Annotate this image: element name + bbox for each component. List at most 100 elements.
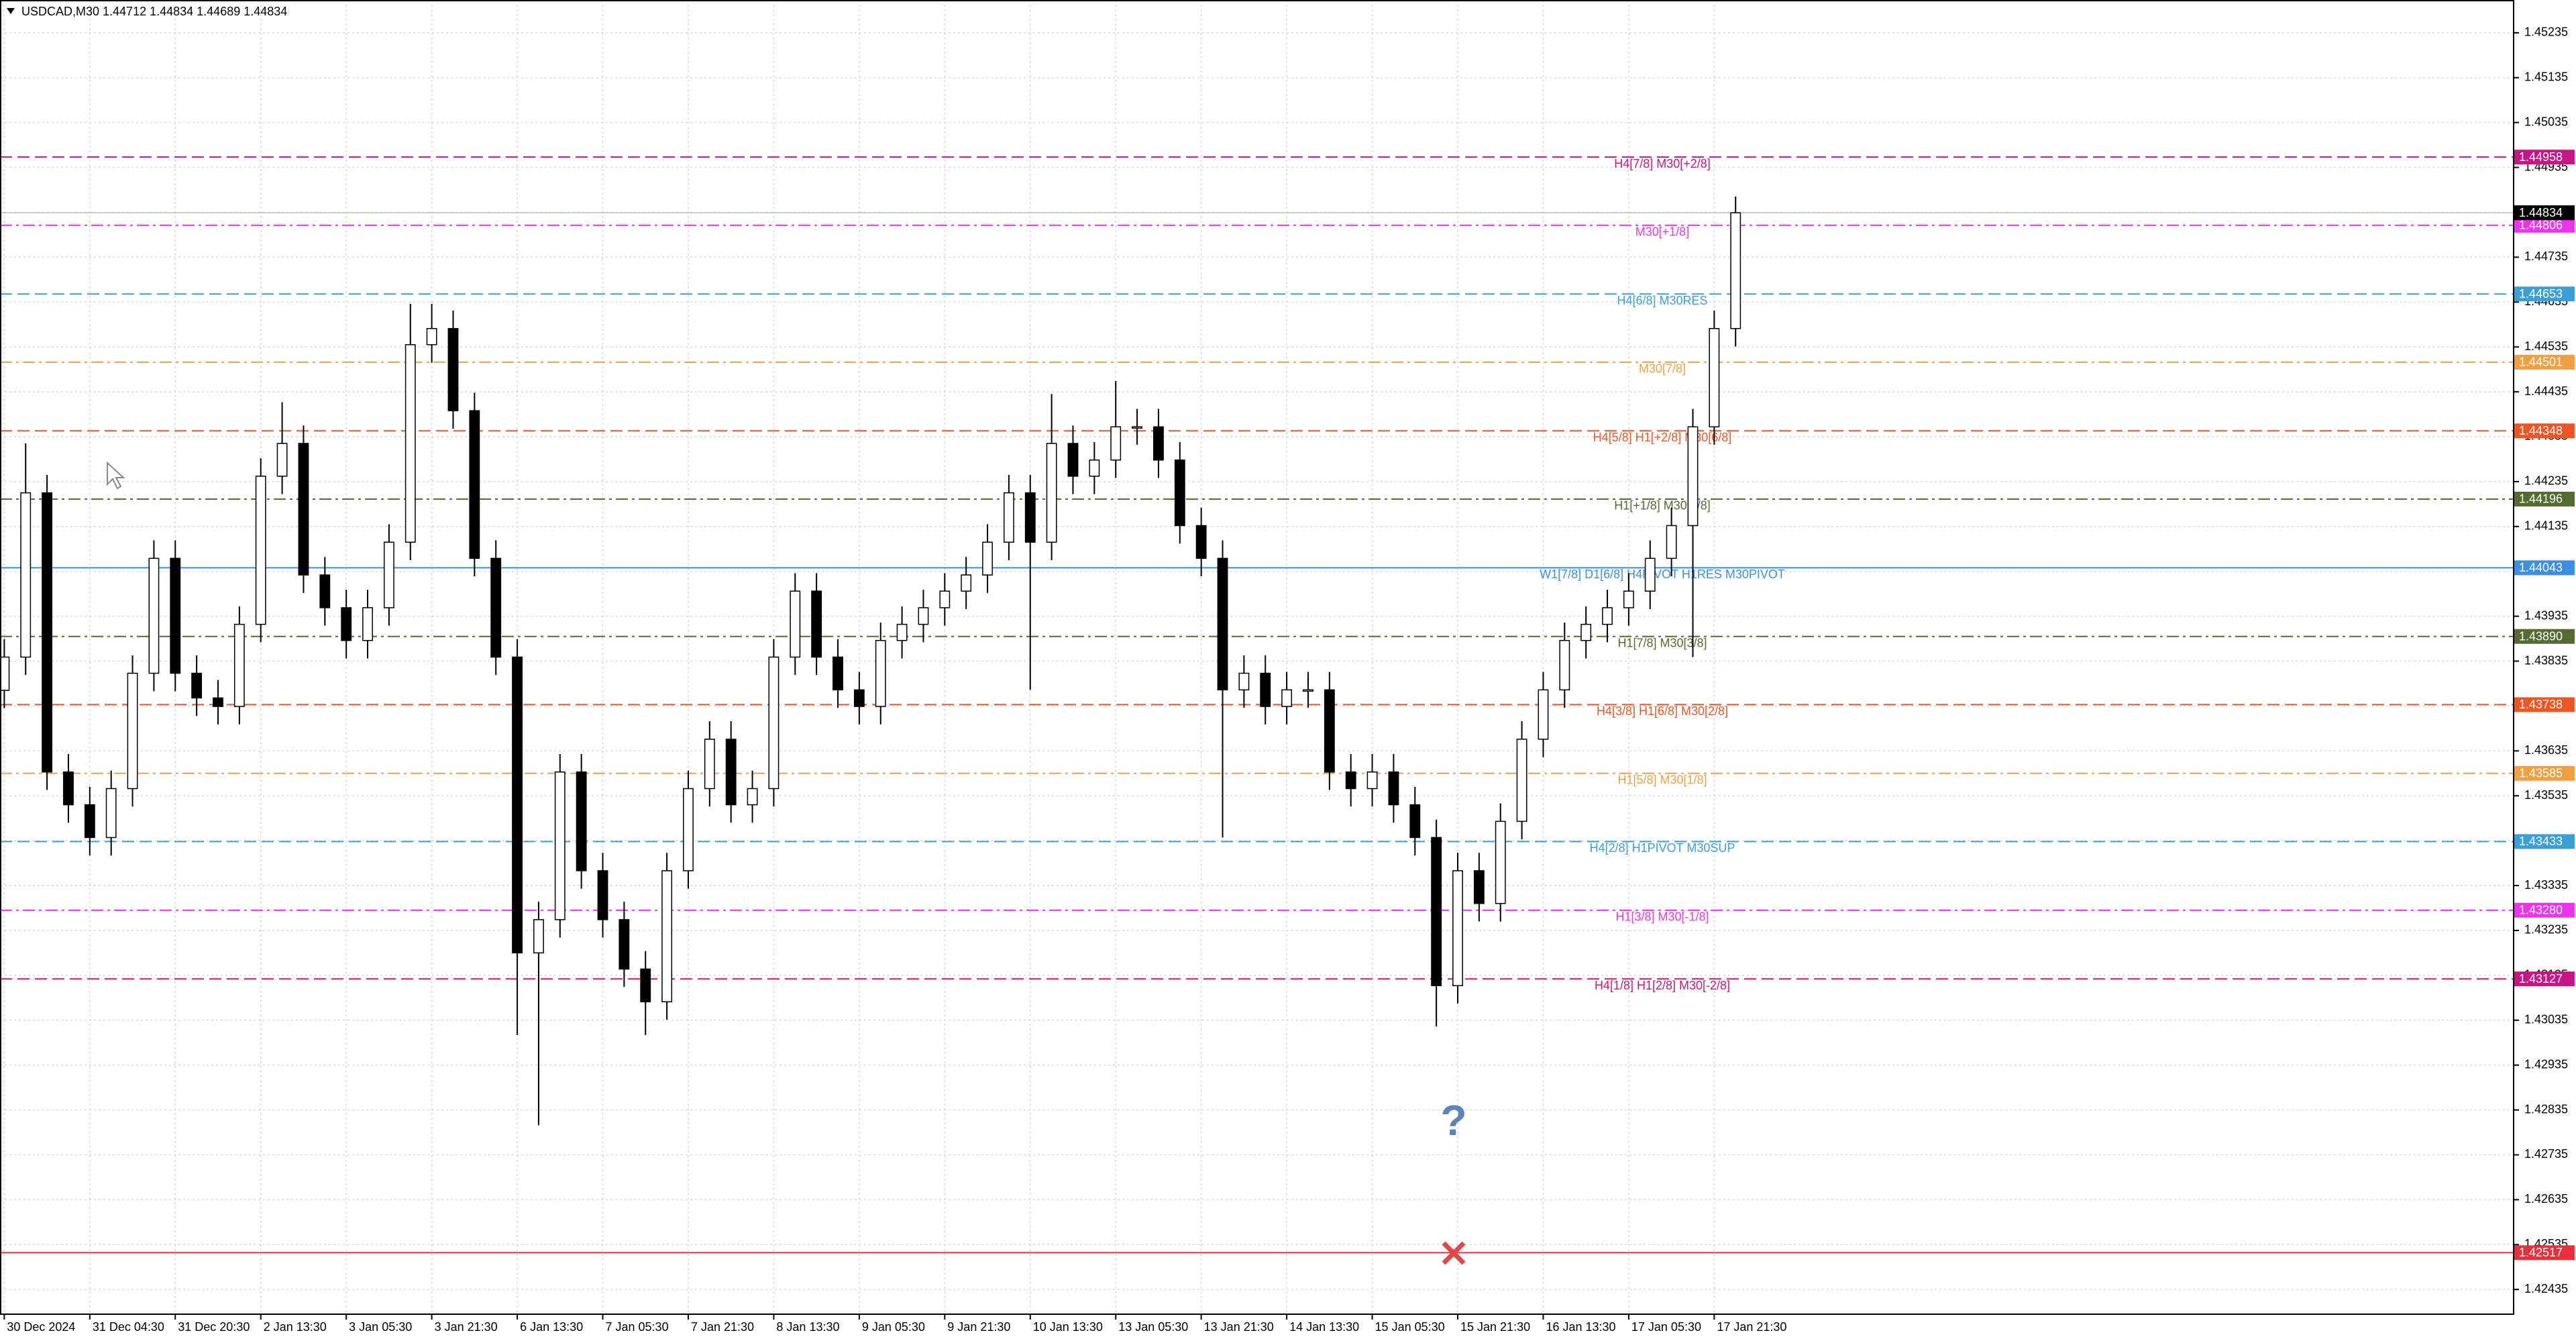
price-tag	[2514, 150, 2575, 165]
candle-body	[42, 492, 53, 773]
candle-body	[298, 443, 309, 576]
candle-body	[619, 919, 630, 970]
candle-body	[768, 656, 780, 790]
level-label: H4[5/8] H1[+2/8] M30[6/8]	[1593, 431, 1732, 444]
candle-body	[1602, 607, 1613, 625]
candle-body	[1538, 689, 1549, 740]
y-tick-label: 1.45035	[2524, 115, 2568, 128]
x-tick-label: 31 Dec 04:30	[93, 1320, 164, 1334]
x-tick-label: 13 Jan 21:30	[1204, 1320, 1274, 1334]
candle-body	[233, 623, 245, 707]
candle-body	[1473, 870, 1485, 904]
candle-body	[939, 590, 951, 608]
price-tag-label: 1.43433	[2519, 835, 2563, 848]
price-tag-label: 1.43127	[2519, 972, 2563, 985]
candle-body	[1132, 426, 1142, 429]
level-label: H1[7/8] M30[3/8]	[1617, 636, 1707, 649]
question-icon[interactable]: ?	[1440, 1096, 1466, 1144]
level-label: H1[5/8] M30[1/8]	[1617, 773, 1707, 787]
x-tick-label: 9 Jan 05:30	[862, 1320, 925, 1334]
x-tick-label: 8 Jan 13:30	[776, 1320, 839, 1334]
candle-body	[853, 689, 865, 707]
candle-body	[1388, 771, 1399, 806]
price-tag	[2514, 765, 2575, 781]
menu-triangle[interactable]	[7, 8, 15, 14]
candle-body	[469, 410, 480, 559]
candle-body	[790, 590, 801, 658]
y-tick-label: 1.44735	[2524, 250, 2568, 263]
x-tick-label: 3 Jan 05:30	[349, 1320, 412, 1334]
candle-body	[255, 476, 266, 625]
candle-body	[918, 607, 929, 625]
y-tick-label: 1.44535	[2524, 339, 2568, 353]
level-label: H4[2/8] H1PIVOT M30SUP	[1590, 841, 1735, 855]
candle-body	[1687, 426, 1699, 527]
y-tick-label: 1.43935	[2524, 608, 2568, 622]
price-tag-label: 1.44043	[2519, 561, 2563, 574]
price-tag-label: 1.44653	[2519, 287, 2563, 301]
price-tag-label: 1.44958	[2519, 150, 2563, 164]
close-icon[interactable]	[1442, 1241, 1466, 1265]
price-tag	[2514, 286, 2575, 302]
y-tick-label: 1.42635	[2524, 1192, 2568, 1206]
candle-body	[1666, 525, 1677, 559]
candle-body	[1174, 460, 1185, 527]
x-tick-label: 16 Jan 13:30	[1546, 1320, 1615, 1334]
candle-body	[597, 870, 608, 920]
level-label: H1[+1/8] M30[5/8]	[1614, 499, 1711, 513]
price-tag-label: 1.44501	[2519, 356, 2563, 369]
candle-body	[811, 590, 822, 658]
candle-body	[362, 607, 373, 641]
x-tick-label: 17 Jan 05:30	[1631, 1320, 1701, 1334]
candle-body	[0, 656, 10, 691]
y-tick-label: 1.44235	[2524, 474, 2568, 488]
y-tick-label: 1.44435	[2524, 384, 2568, 398]
candle-body	[1580, 623, 1592, 641]
candle-body	[554, 771, 566, 920]
candle-body	[1303, 689, 1313, 692]
candle-body	[512, 656, 523, 954]
candle-body	[1195, 525, 1207, 559]
x-tick-label: 7 Jan 05:30	[606, 1320, 669, 1334]
y-tick-label: 1.42435	[2524, 1282, 2568, 1295]
last-price-label: 1.44834	[2519, 206, 2563, 219]
candle-body	[1260, 672, 1271, 707]
price-tag	[2514, 971, 2575, 987]
candle-body	[683, 788, 694, 871]
candle-body	[1431, 837, 1442, 986]
price-tag	[2514, 697, 2575, 712]
candle-body	[896, 623, 908, 641]
x-tick-label: 14 Jan 13:30	[1289, 1320, 1359, 1334]
y-tick-label: 1.43235	[2524, 923, 2568, 936]
candle-body	[1281, 689, 1293, 707]
y-tick-label: 1.43535	[2524, 788, 2568, 802]
candle-body	[63, 771, 74, 806]
y-tick-label: 1.43035	[2524, 1013, 2568, 1026]
y-tick-label: 1.43335	[2524, 878, 2568, 892]
y-tick-label: 1.44135	[2524, 519, 2568, 533]
candle-body	[1709, 328, 1720, 428]
price-tag	[2514, 834, 2575, 849]
price-tag	[2514, 560, 2575, 576]
candle-body	[1516, 739, 1527, 822]
x-tick-label: 9 Jan 21:30	[947, 1320, 1010, 1334]
candle-body	[661, 870, 673, 1003]
price-tag	[2514, 902, 2575, 918]
level-label: H4[6/8] M30RES	[1617, 294, 1707, 307]
candle-body	[84, 804, 95, 839]
mouse-cursor	[107, 461, 125, 490]
x-tick-label: 31 Dec 20:30	[178, 1320, 250, 1334]
candle-body	[490, 557, 502, 658]
candle-body	[276, 443, 288, 477]
candle-body	[833, 656, 843, 691]
candle-body	[1046, 443, 1057, 543]
candle-body	[1089, 460, 1100, 477]
price-tag	[2514, 423, 2575, 439]
price-tag-label: 1.43585	[2519, 767, 2563, 780]
candle-body	[1217, 557, 1228, 691]
candle-body	[1003, 492, 1014, 543]
x-tick-label: 17 Jan 21:30	[1717, 1320, 1786, 1334]
price-tag-label: 1.44806	[2519, 219, 2563, 232]
candle-body	[747, 788, 758, 806]
